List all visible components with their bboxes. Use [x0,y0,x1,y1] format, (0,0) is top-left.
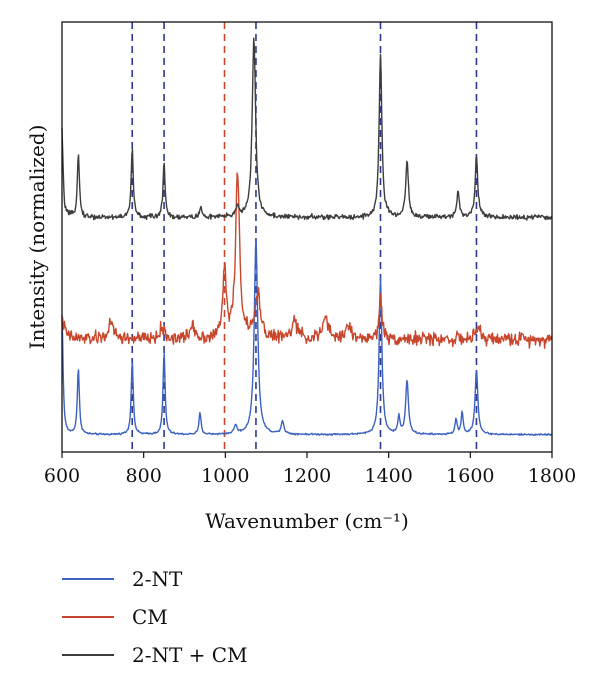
x-tick-label: 1800 [528,465,576,487]
plot-frame [61,21,553,453]
legend-item: 2-NT + CM [62,636,248,674]
legend: 2-NT CM 2-NT + CM [62,560,248,674]
legend-swatch [62,654,114,656]
x-tick-label: 1200 [283,465,331,487]
legend-label: 2-NT [132,567,183,591]
legend-swatch [62,616,114,618]
raman-spectra-chart: 600 800 1000 1200 1400 1600 1800 Intensity (no… [25,21,576,533]
series-line-1 [61,241,553,437]
legend-swatch [62,578,114,580]
legend-label: 2-NT + CM [132,643,248,667]
legend-item: 2-NT [62,560,248,598]
series-line-2 [61,172,553,349]
x-tick-label: 1400 [364,465,412,487]
reference-lines [131,22,478,452]
series-line-3 [61,37,553,221]
x-tick-label: 1000 [201,465,249,487]
y-axis-title: Intensity (normalized) [25,125,49,350]
x-tick-label: 600 [44,465,80,487]
legend-item: CM [62,598,248,636]
x-tick-label: 800 [126,465,162,487]
series-lines [61,37,553,437]
x-axis-title: Wavenumber (cm⁻¹) [205,509,409,533]
x-axis-ticks: 600 800 1000 1200 1400 1600 1800 [44,452,576,487]
x-tick-label: 1600 [446,465,494,487]
legend-label: CM [132,605,168,629]
